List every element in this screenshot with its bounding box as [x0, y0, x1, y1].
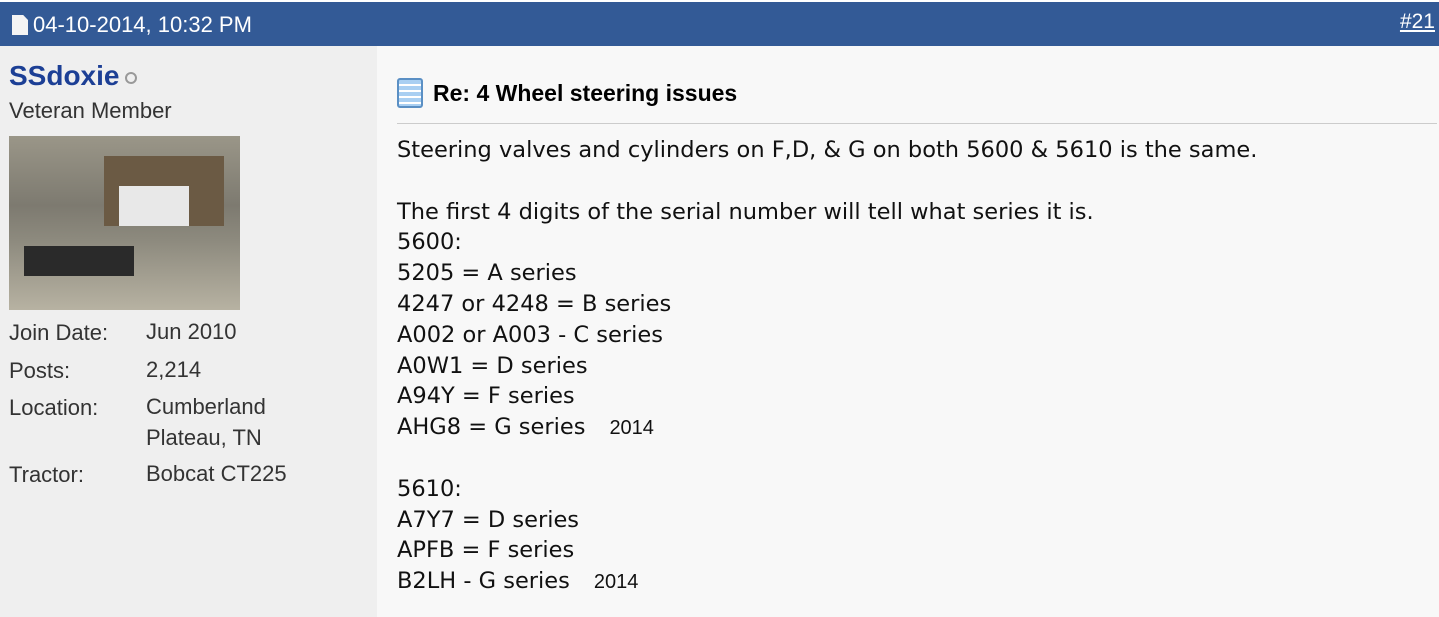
- post-line: 5600:: [397, 227, 1257, 258]
- post-line: The first 4 digits of the serial number …: [397, 197, 1257, 228]
- post-line-text: Steering valves and cylinders on F,D, & …: [397, 137, 1258, 163]
- post-line-text: The first 4 digits of the serial number …: [397, 198, 1094, 225]
- username-link[interactable]: SSdoxie: [9, 60, 120, 91]
- user-sidebar: SSdoxie Veteran Member Join Date: Jun 201…: [0, 46, 377, 617]
- divider: [397, 123, 1437, 124]
- post-line-text: A0W1 = D series: [397, 352, 588, 379]
- post-line: [397, 443, 1257, 474]
- user-title: Veteran Member: [9, 98, 172, 123]
- post-line: APFB = F series: [397, 535, 1257, 566]
- post-line-text: APFB = F series: [397, 537, 575, 564]
- post-title: Re: 4 Wheel steering issues: [397, 78, 737, 108]
- post-date-text: 04-10-2014, 10:32 PM: [33, 12, 252, 37]
- post-line: A94Y = F series: [397, 381, 1257, 412]
- post-line: 5610:: [397, 474, 1257, 505]
- post-line: [397, 166, 1257, 197]
- post-line: 4247 or 4248 = B series: [397, 289, 1257, 320]
- username-row: SSdoxie: [9, 60, 138, 92]
- post-line-text: 5600:: [397, 229, 462, 256]
- post-line: AHG8 = G series 2014: [397, 412, 1257, 443]
- post-icon: [397, 78, 423, 108]
- year-note: 2014: [609, 417, 654, 440]
- post-number-link[interactable]: #21: [1399, 10, 1435, 33]
- document-icon: [12, 15, 28, 35]
- post-line-text: A002 or A003 - C series: [397, 321, 663, 348]
- post-line: 5205 = A series: [397, 258, 1257, 289]
- post-line-text: 4247 or 4248 = B series: [397, 290, 672, 317]
- avatar[interactable]: [9, 136, 240, 310]
- post-line-text: A94Y = F series: [397, 383, 575, 410]
- offline-status-icon: [125, 71, 138, 84]
- post-line-text: AHG8 = G series: [397, 414, 586, 441]
- post-line-text: 5610:: [397, 475, 462, 502]
- post-line-text: 5205 = A series: [397, 260, 577, 287]
- post-content: Re: 4 Wheel steering issues Steering val…: [377, 46, 1439, 617]
- post-line: A002 or A003 - C series: [397, 320, 1257, 351]
- year-note: 2014: [593, 571, 639, 594]
- post-line: A7Y7 = D series: [397, 505, 1257, 536]
- post-date: 04-10-2014, 10:32 PM: [12, 12, 252, 38]
- post-header: 04-10-2014, 10:32 PM #21: [0, 2, 1439, 46]
- post-line: A0W1 = D series: [397, 351, 1257, 382]
- post-line: Steering valves and cylinders on F,D, & …: [397, 135, 1257, 166]
- post-line-text: A7Y7 = D series: [397, 506, 580, 533]
- post-body: Steering valves and cylinders on F,D, & …: [397, 135, 1257, 597]
- post-line-text: B2LH - G series: [397, 568, 570, 595]
- post-line: B2LH - G series 2014: [397, 566, 1257, 597]
